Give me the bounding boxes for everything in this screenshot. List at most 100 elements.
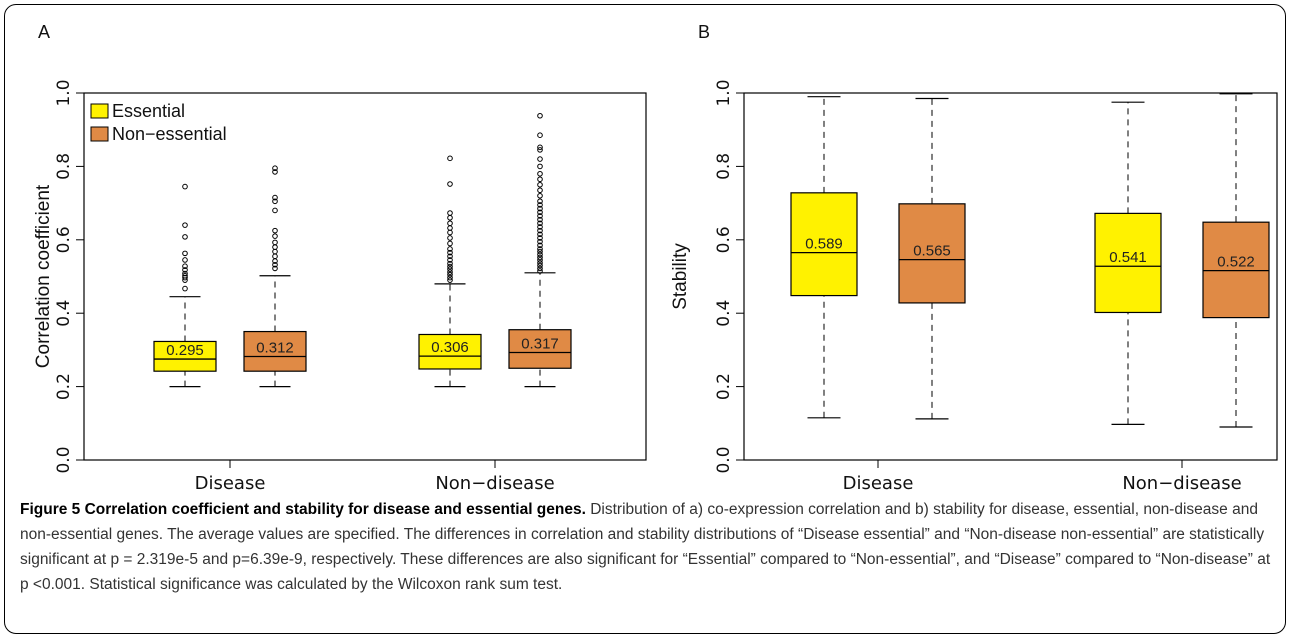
- outlier-point: [272, 239, 278, 246]
- plot-frame: [743, 92, 1278, 461]
- mean-value-label: 0.565: [913, 243, 951, 260]
- outlier-point: [537, 213, 543, 219]
- y-tick-label: 0.0: [714, 446, 734, 473]
- box-disease-essential: 0.589: [790, 96, 858, 419]
- outlier-point: [447, 220, 453, 227]
- outlier-point: [537, 181, 543, 188]
- panel-letter-b: B: [698, 22, 710, 42]
- outlier-point: [447, 269, 453, 275]
- x-category-label: Disease: [195, 473, 266, 494]
- legend-swatch: [90, 103, 109, 119]
- outlier-point: [537, 220, 543, 227]
- figure-caption: Figure 5 Correlation coefficient and sta…: [20, 497, 1275, 597]
- outlier-point: [447, 235, 453, 241]
- outlier-point: [182, 257, 188, 263]
- outlier-point: [537, 205, 543, 212]
- outlier-point: [537, 112, 543, 119]
- plot-frame: [83, 92, 647, 461]
- mean-value-label: 0.589: [805, 236, 843, 253]
- mean-value-label: 0.306: [431, 339, 469, 356]
- legend: Essential Non−essential: [90, 101, 227, 144]
- outlier-point: [537, 147, 543, 153]
- outlier-point: [447, 266, 453, 272]
- outlier-point: [537, 262, 543, 269]
- outlier-point: [272, 194, 278, 201]
- y-axis-title: Stability: [670, 243, 691, 310]
- y-tick-label: 0.2: [54, 373, 74, 400]
- y-tick-label: 0.8: [714, 153, 734, 180]
- y-axis-title: Correlation coefficient: [33, 184, 54, 368]
- panel-b-chart: B 0.0 0.2 0.4 0.6 0.8 1.0 Stability Disease Non−d…: [670, 22, 1278, 494]
- outlier-point: [447, 274, 453, 281]
- y-tick-label: 0.4: [54, 300, 74, 327]
- outlier-point: [272, 233, 278, 239]
- y-tick-label: 0.8: [54, 153, 74, 180]
- outlier-point: [447, 277, 453, 283]
- caption-title: Figure 5 Correlation coefficient and sta…: [20, 501, 586, 518]
- outlier-point: [182, 285, 188, 292]
- outlier-point: [537, 209, 543, 216]
- outlier-point: [537, 268, 543, 274]
- outlier-point: [447, 155, 453, 162]
- box-disease-non-essential: 0.312: [243, 165, 307, 388]
- y-tick-label: 1.0: [714, 79, 734, 106]
- mean-value-label: 0.541: [1109, 249, 1147, 266]
- box-body: [153, 340, 217, 372]
- outlier-point: [447, 214, 453, 221]
- box-body: [790, 192, 858, 297]
- outlier-point: [537, 231, 543, 238]
- box-body: [898, 203, 966, 304]
- x-category-label: Non−disease: [1122, 473, 1241, 494]
- outlier-point: [537, 156, 543, 162]
- box-non-disease-essential: 0.541: [1094, 101, 1162, 426]
- outlier-point: [272, 227, 278, 234]
- y-tick-label: 0.4: [714, 300, 734, 327]
- outlier-point: [272, 261, 278, 268]
- x-category-label: Disease: [843, 473, 914, 494]
- mean-value-label: 0.295: [166, 342, 204, 359]
- box-body: [418, 333, 482, 370]
- outlier-point: [182, 267, 188, 273]
- box-non-disease-essential: 0.306: [418, 155, 482, 388]
- box-body: [243, 330, 307, 372]
- legend-swatch: [90, 126, 109, 142]
- y-tick-label: 1.0: [54, 79, 74, 106]
- outlier-point: [537, 251, 543, 258]
- outlier-point: [537, 257, 543, 263]
- box-non-disease-non-essential: 0.522: [1202, 93, 1270, 428]
- outlier-point: [182, 272, 188, 279]
- outlier-point: [272, 169, 278, 175]
- x-category-label: Non−disease: [435, 473, 554, 494]
- outlier-point: [537, 242, 543, 249]
- panel-letter-a: A: [38, 22, 50, 42]
- outlier-point: [537, 265, 543, 272]
- outlier-point: [537, 238, 543, 245]
- outlier-point: [447, 253, 453, 260]
- outlier-point: [447, 181, 453, 187]
- outlier-point: [447, 210, 453, 216]
- outlier-point: [537, 187, 543, 194]
- mean-value-label: 0.312: [256, 340, 294, 357]
- outlier-point: [537, 216, 543, 223]
- outlier-point: [272, 198, 278, 205]
- outlier-point: [182, 234, 188, 240]
- outlier-point: [537, 198, 543, 205]
- outlier-point: [182, 250, 188, 257]
- outlier-point: [447, 240, 453, 247]
- caption-text: Distribution of a) co-expression correla…: [20, 501, 1271, 593]
- outlier-point: [272, 207, 278, 214]
- outlier-point: [182, 270, 188, 277]
- outlier-point: [537, 132, 543, 139]
- outlier-point: [272, 165, 278, 172]
- box-disease-essential: 0.295: [153, 183, 217, 388]
- box-body: [508, 329, 572, 369]
- outlier-point: [447, 246, 453, 252]
- outlier-point: [537, 224, 543, 230]
- outlier-point: [447, 249, 453, 256]
- y-tick-label: 0.0: [54, 446, 74, 473]
- outlier-point: [537, 227, 543, 234]
- outlier-point: [537, 254, 543, 261]
- outlier-point: [447, 271, 453, 278]
- outlier-point: [537, 163, 543, 170]
- outlier-point: [537, 235, 543, 241]
